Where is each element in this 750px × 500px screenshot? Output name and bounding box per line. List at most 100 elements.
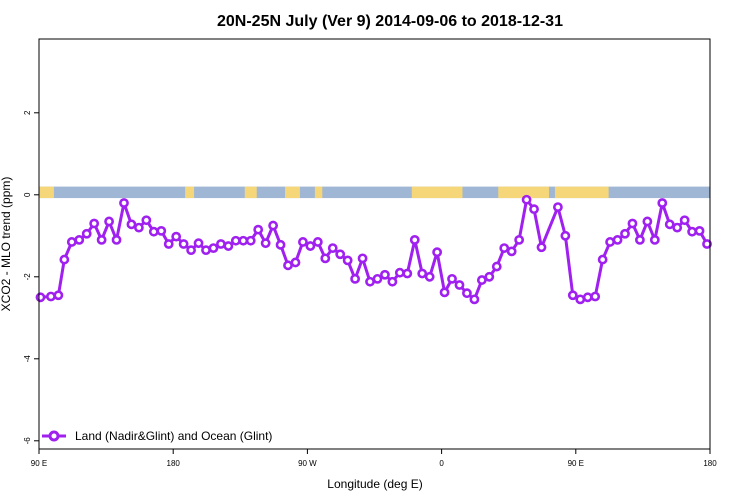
data-point	[605, 237, 615, 247]
data-point	[649, 234, 660, 245]
data-point	[575, 294, 586, 305]
data-point	[46, 291, 56, 302]
x-tick-label: 180	[167, 459, 181, 468]
x-tick-label: 90 E	[31, 459, 47, 468]
y-axis: -6 -4 -2 0 2	[23, 110, 39, 444]
data-point	[312, 237, 323, 247]
x-axis-label: Longitude (deg E)	[327, 477, 422, 491]
y-tick-label: -4	[23, 355, 32, 363]
data-point	[657, 198, 668, 208]
data-point	[597, 254, 608, 265]
data-point	[111, 234, 122, 245]
legend-marker	[48, 430, 60, 442]
data-point	[223, 241, 234, 251]
data-point	[620, 228, 630, 239]
data-point	[476, 275, 487, 285]
chart-title: 20N-25N July (Ver 9) 2014-09-06 to 2018-…	[217, 13, 563, 30]
data-point	[89, 218, 100, 229]
plot-frame	[38, 38, 711, 450]
series-layer	[35, 194, 712, 305]
data-point	[612, 234, 623, 245]
data-point	[320, 253, 331, 264]
data-point	[424, 271, 435, 282]
data-point	[35, 292, 46, 303]
data-point	[134, 222, 144, 233]
data-point	[81, 228, 92, 239]
data-point	[560, 230, 571, 241]
data-point	[529, 204, 539, 215]
data-point	[275, 239, 286, 250]
data-point	[126, 219, 137, 230]
data-point	[402, 268, 413, 279]
data-point	[74, 234, 85, 245]
data-point	[268, 220, 279, 231]
data-point	[253, 224, 264, 235]
data-point	[694, 225, 705, 236]
data-point	[357, 253, 368, 264]
data-point	[664, 219, 675, 230]
data-point	[141, 215, 152, 226]
legend: Land (Nadir&Glint) and Ocean (Glint)	[42, 429, 272, 443]
data-point	[365, 276, 375, 287]
data-point	[342, 255, 353, 266]
data-point	[642, 216, 653, 227]
land-band-segment	[185, 186, 195, 199]
ocean-band	[39, 186, 710, 199]
y-axis-label: XCO2 - MLO trend (ppm)	[0, 177, 13, 312]
data-point	[387, 276, 398, 287]
data-point	[104, 216, 114, 227]
data-point	[119, 198, 129, 208]
data-point	[305, 241, 316, 251]
data-point	[627, 218, 638, 229]
y-tick-label: 0	[23, 192, 32, 197]
y-tick-label: -2	[23, 273, 32, 281]
data-point	[521, 194, 532, 205]
land-band-segment	[39, 186, 54, 199]
data-point	[171, 231, 182, 242]
data-point	[298, 237, 308, 247]
data-point	[409, 234, 420, 245]
data-point	[156, 225, 167, 236]
data-point	[283, 260, 293, 271]
data-point	[290, 257, 301, 268]
data-point	[66, 237, 77, 247]
data-point	[216, 239, 226, 249]
land-band-segment	[411, 186, 463, 199]
data-point	[350, 273, 361, 284]
data-point	[201, 245, 211, 256]
land-band-segment	[244, 186, 257, 199]
data-point	[59, 254, 70, 265]
data-point	[53, 290, 64, 301]
land-ocean-band	[39, 186, 710, 199]
data-point	[260, 238, 271, 249]
land-band-segment	[554, 186, 609, 199]
data-point	[230, 235, 241, 246]
y-tick-label: -6	[23, 437, 32, 445]
data-point	[394, 267, 405, 278]
data-point	[462, 288, 472, 299]
data-point	[679, 215, 690, 226]
data-point	[484, 271, 495, 282]
data-point	[454, 280, 465, 290]
x-tick-label: 90 E	[568, 459, 584, 468]
data-point	[238, 235, 249, 246]
data-point	[245, 235, 256, 246]
land-band-segment	[314, 186, 323, 199]
data-point	[567, 290, 578, 301]
data-point	[148, 226, 159, 237]
data-point	[672, 222, 683, 233]
data-point	[514, 234, 525, 245]
data-point	[447, 273, 457, 284]
data-point	[553, 202, 563, 212]
data-point	[635, 234, 645, 245]
x-tick-label: 0	[439, 459, 444, 468]
data-point	[590, 291, 601, 302]
x-axis: 90 E 180 90 W 0 90 E 180	[31, 449, 717, 468]
data-point	[491, 261, 502, 272]
data-point	[178, 239, 189, 249]
data-point	[327, 243, 338, 253]
legend-label: Land (Nadir&Glint) and Ocean (Glint)	[75, 429, 272, 443]
x-tick-label: 90 W	[298, 459, 317, 468]
data-point	[499, 243, 510, 253]
